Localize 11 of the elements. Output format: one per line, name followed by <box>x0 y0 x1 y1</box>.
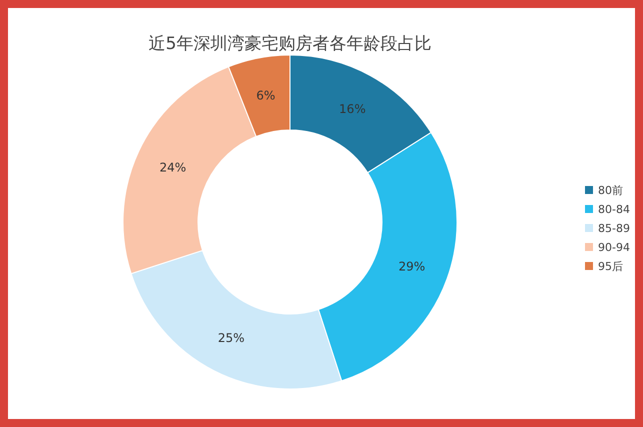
legend-label: 95后 <box>598 260 623 273</box>
legend-label: 90-94 <box>598 241 630 254</box>
data-label: 29% <box>398 259 426 274</box>
data-label: 24% <box>159 160 186 174</box>
legend-label: 80前 <box>598 184 623 197</box>
data-label: 16% <box>339 102 366 116</box>
chart-title: 近5年深圳湾豪宅购房者各年龄段占比 <box>148 34 432 54</box>
legend-label: 80-84 <box>598 203 630 216</box>
data-label: 6% <box>256 88 276 102</box>
data-label: 25% <box>218 330 245 345</box>
legend-label: 85-89 <box>598 222 630 235</box>
